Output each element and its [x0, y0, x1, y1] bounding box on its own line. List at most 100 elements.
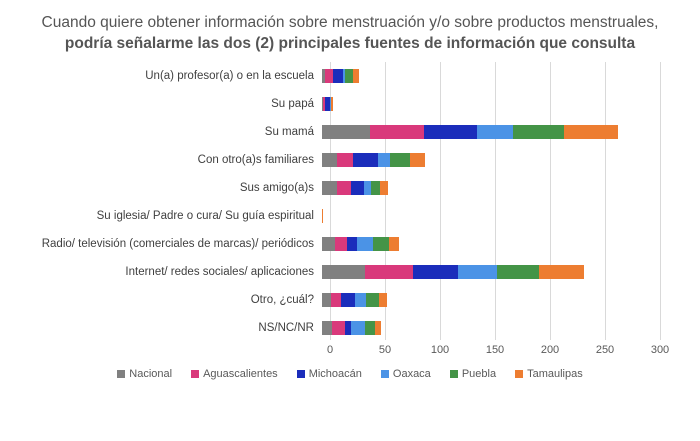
- grid-layer: [330, 61, 662, 340]
- bar-segment-michoacán: [413, 264, 459, 279]
- chart-title-regular: Cuando quiere obtener información sobre …: [41, 14, 659, 31]
- bar-segment-tamaulipas: [352, 68, 360, 83]
- bar-segment-aguascalientes: [330, 292, 341, 307]
- x-tick-label: 300: [650, 343, 670, 356]
- bar-row: Un(a) profesor(a) o en la escuela: [0, 62, 700, 90]
- bar-segment-aguascalientes: [325, 68, 333, 83]
- bar-segment-aguascalientes: [370, 124, 425, 139]
- gridline: [605, 61, 606, 340]
- bar-segment-aguascalientes: [364, 264, 414, 279]
- category-label: Un(a) profesor(a) o en la escuela: [145, 69, 314, 82]
- bar-segment-tamaulipas: [563, 124, 618, 139]
- bar-segment-michoacán: [347, 236, 358, 251]
- bar-row: Otro, ¿cuál?: [0, 286, 700, 314]
- legend-marker: [296, 369, 305, 378]
- legend-marker: [449, 369, 458, 378]
- bar-segment-michoacán: [345, 320, 351, 335]
- bar-segment-oaxaca: [363, 180, 372, 195]
- x-tick-label: 0: [326, 343, 334, 356]
- category-label: Otro, ¿cuál?: [250, 293, 314, 306]
- category-label: Su papá: [271, 97, 314, 110]
- bar-segment-puebla: [513, 124, 564, 139]
- bar-track: [322, 152, 426, 167]
- bar-row: Su papá: [0, 90, 700, 118]
- gridline: [330, 61, 331, 340]
- bar-row: NS/NC/NR: [0, 314, 700, 342]
- bar-track: [322, 96, 333, 111]
- gridline: [495, 61, 496, 340]
- bar-segment-tamaulipas: [330, 96, 333, 111]
- bar-segment-tamaulipas: [409, 152, 426, 167]
- bar-segment-tamaulipas: [380, 180, 388, 195]
- legend-label: Oaxaca: [392, 367, 431, 380]
- bar-segment-aguascalientes: [323, 96, 326, 111]
- legend-label: Michoacán: [308, 367, 362, 380]
- bar-segment-aguascalientes: [335, 236, 348, 251]
- legend-marker: [515, 369, 524, 378]
- bar-row: Con otro(a)s familiares: [0, 146, 700, 174]
- bar-segment-nacional: [322, 320, 332, 335]
- legend-label: Puebla: [461, 367, 497, 380]
- bar-segment-aguascalientes: [331, 320, 346, 335]
- bar-segment-oaxaca: [350, 320, 365, 335]
- bar-segment-nacional: [322, 68, 326, 83]
- bar-segment-tamaulipas: [389, 236, 399, 251]
- bar-segment-nacional: [322, 264, 365, 279]
- bar-segment-michoacán: [325, 96, 330, 111]
- legend-label: Nacional: [129, 367, 173, 380]
- legend-item-oaxaca: Oaxaca: [380, 367, 431, 380]
- bar-track: [322, 124, 618, 139]
- bar-segment-nacional: [322, 180, 338, 195]
- bar-segment-tamaulipas: [322, 208, 324, 223]
- bar-row: Radio/ televisión (comerciales de marcas…: [0, 230, 700, 258]
- x-tick-label: 200: [540, 343, 560, 356]
- category-label: Su iglesia/ Padre o cura/ Su guía espiri…: [96, 209, 314, 222]
- category-label: Con otro(a)s familiares: [197, 153, 314, 166]
- bar-segment-oaxaca: [477, 124, 514, 139]
- legend-item-tamaulipas: Tamaulipas: [515, 368, 583, 380]
- bar-segment-michoacán: [340, 292, 355, 307]
- bar-segment-puebla: [372, 236, 390, 251]
- gridline: [660, 61, 661, 340]
- bar-segment-oaxaca: [378, 152, 391, 167]
- x-tick-label: 50: [378, 343, 392, 356]
- legend-item-michoacán: Michoacán: [296, 367, 362, 380]
- gridline: [550, 61, 551, 340]
- legend-label: Tamaulipas: [527, 367, 583, 380]
- bar-segment-michoacán: [350, 180, 364, 195]
- bar-segment-oaxaca: [329, 96, 331, 111]
- chart-title-bold: podría señalarme las dos (2) principales…: [64, 35, 636, 53]
- bar-segment-puebla: [345, 68, 353, 83]
- chart-title: Cuando quiere obtener información sobre …: [40, 12, 660, 55]
- bar-row: Su iglesia/ Padre o cura/ Su guía espiri…: [0, 202, 700, 230]
- legend: Nacional Aguascalientes Michoacán Oaxaca Pue…: [0, 368, 700, 380]
- bar-segment-tamaulipas: [374, 320, 382, 335]
- bar-segment-oaxaca: [357, 236, 373, 251]
- bar-segment-puebla: [496, 264, 539, 279]
- bar-track: [322, 180, 388, 195]
- bar-rows: Un(a) profesor(a) o en la escuela Su papá…: [0, 62, 700, 342]
- bar-row: Su mamá: [0, 118, 700, 146]
- bar-segment-michoacán: [352, 152, 379, 167]
- bar-segment-aguascalientes: [337, 152, 353, 167]
- category-label: Radio/ televisión (comerciales de marcas…: [41, 237, 314, 250]
- gridline: [385, 61, 386, 340]
- bar-segment-oaxaca: [342, 68, 346, 83]
- x-tick-label: 100: [430, 343, 450, 356]
- legend-marker: [380, 369, 389, 378]
- bar-segment-puebla: [364, 320, 375, 335]
- bar-segment-puebla: [371, 180, 381, 195]
- bar-track: [322, 320, 382, 335]
- bar-row: Internet/ redes sociales/ aplicaciones: [0, 258, 700, 286]
- bar-segment-oaxaca: [458, 264, 497, 279]
- x-axis-ticks: 0 50 100 150 200 250 300: [326, 342, 700, 358]
- legend-label: Aguascalientes: [203, 367, 278, 380]
- category-label: Sus amigo(a)s: [239, 181, 314, 194]
- bar-segment-nacional: [322, 124, 371, 139]
- legend-marker: [117, 369, 126, 378]
- bar-track: [322, 236, 399, 251]
- category-label: NS/NC/NR: [258, 321, 314, 334]
- bar-segment-michoacán: [424, 124, 478, 139]
- bar-row: Sus amigo(a)s: [0, 174, 700, 202]
